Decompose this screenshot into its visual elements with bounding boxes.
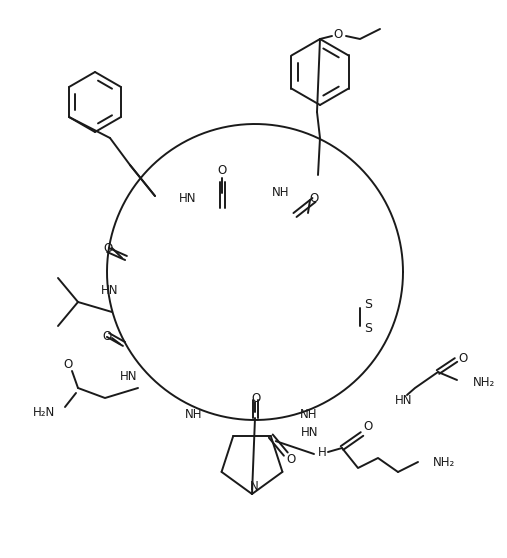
Text: O: O <box>102 330 112 343</box>
Text: S: S <box>364 321 372 334</box>
Text: O: O <box>458 352 467 364</box>
Text: O: O <box>364 421 373 434</box>
Text: NH₂: NH₂ <box>473 377 495 389</box>
Text: O: O <box>103 242 113 254</box>
Text: O: O <box>63 358 73 372</box>
Text: O: O <box>286 453 296 465</box>
Text: HN: HN <box>178 191 196 204</box>
Text: O: O <box>218 163 227 176</box>
Text: HN: HN <box>100 285 118 297</box>
Text: NH: NH <box>300 408 317 421</box>
Text: O: O <box>251 392 261 405</box>
Text: H₂N: H₂N <box>33 406 55 418</box>
Text: NH₂: NH₂ <box>433 455 455 469</box>
Text: NH: NH <box>272 186 289 200</box>
Text: S: S <box>364 299 372 311</box>
Text: HN: HN <box>301 426 318 439</box>
Text: H: H <box>317 445 327 459</box>
Text: HN: HN <box>395 393 413 406</box>
Text: O: O <box>334 27 343 41</box>
Text: NH: NH <box>185 408 202 421</box>
Text: HN: HN <box>120 371 137 383</box>
Text: N: N <box>249 479 259 493</box>
Text: O: O <box>309 191 318 204</box>
